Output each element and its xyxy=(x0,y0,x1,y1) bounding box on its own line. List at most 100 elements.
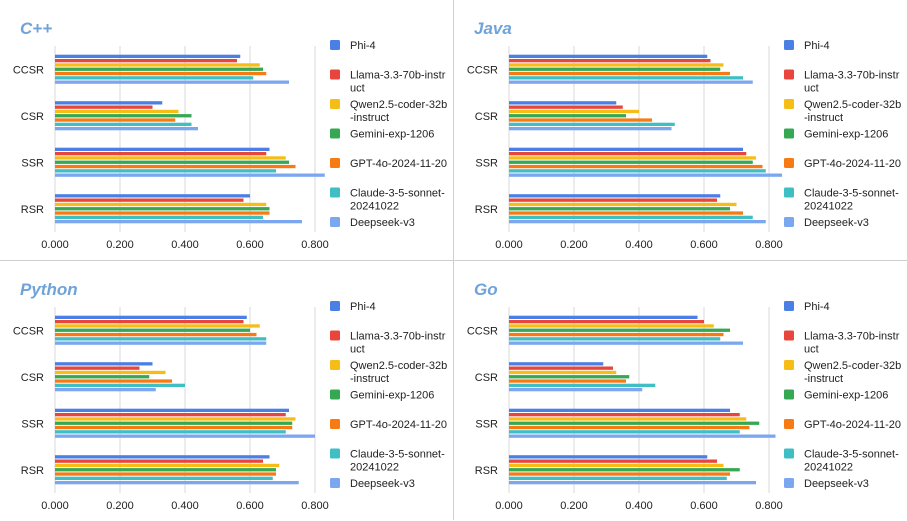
bar xyxy=(55,118,176,122)
x-tick-label: 0.600 xyxy=(690,500,718,512)
chart-title: Go xyxy=(474,280,498,299)
legend-swatch xyxy=(330,69,340,80)
bar xyxy=(55,332,257,337)
x-tick-label: 0.400 xyxy=(171,239,199,251)
legend-swatch xyxy=(330,128,340,139)
bar xyxy=(55,328,250,332)
bar xyxy=(509,328,730,332)
bar xyxy=(55,202,267,207)
bar xyxy=(509,105,623,109)
bar xyxy=(509,164,763,169)
bar xyxy=(55,164,296,169)
legend-swatch xyxy=(784,187,794,198)
bar xyxy=(55,375,150,379)
chart-svg: Java 0.000 0.200 0.400 0.600 0.800 CCSR CSR SSR R… xyxy=(467,19,901,251)
horizontal-divider xyxy=(0,260,907,261)
category-label: RSR xyxy=(21,465,44,477)
bar xyxy=(509,468,740,472)
bar xyxy=(55,430,286,434)
legend-swatch xyxy=(784,419,794,429)
bar xyxy=(509,332,724,337)
legend-swatch xyxy=(330,389,340,400)
bar xyxy=(55,472,276,476)
category-label: CSR xyxy=(475,372,498,384)
bar xyxy=(55,54,241,58)
legend-label: Gemini-exp-1206 xyxy=(350,390,434,402)
category-label: SSR xyxy=(21,157,44,169)
legend-swatch xyxy=(330,301,340,311)
bar xyxy=(509,421,760,425)
bar xyxy=(509,169,766,173)
bar xyxy=(55,370,166,375)
bar xyxy=(509,417,747,421)
chart-title: Python xyxy=(20,280,78,299)
bar xyxy=(55,67,263,71)
legend-label: Deepseek-v3 xyxy=(804,478,869,490)
chart-panel-go: Go 0.000 0.200 0.400 0.600 0.800 CCSR CSR SSR RSR… xyxy=(454,261,907,521)
legend-swatch xyxy=(330,478,340,488)
category-label: CCSR xyxy=(467,64,498,76)
bar xyxy=(509,109,639,114)
bar xyxy=(55,63,260,67)
legend-label: Llama-3.3-70b-instr uct xyxy=(350,331,446,356)
bar xyxy=(509,54,708,58)
legend-label: Phi-4 xyxy=(350,40,376,52)
legend-label: Phi-4 xyxy=(804,40,830,52)
bar xyxy=(55,76,254,80)
legend-swatch xyxy=(330,448,340,459)
bar xyxy=(509,379,626,383)
legend-label: Claude-3-5-sonnet-20241022 xyxy=(350,449,445,474)
bar xyxy=(509,315,698,319)
bar xyxy=(509,375,630,379)
bar xyxy=(55,152,267,156)
bar xyxy=(55,207,270,211)
category-label: CSR xyxy=(21,372,44,384)
bar xyxy=(509,147,743,151)
bar xyxy=(509,455,708,459)
bar xyxy=(509,67,721,71)
category-label: SSR xyxy=(21,418,44,430)
bar xyxy=(55,109,179,114)
category-label: CCSR xyxy=(467,325,498,337)
bar xyxy=(509,202,737,207)
bar xyxy=(509,173,782,177)
bar xyxy=(55,101,163,105)
legend-swatch xyxy=(784,389,794,400)
bar xyxy=(509,215,753,219)
bar xyxy=(55,198,244,202)
legend-label: Claude-3-5-sonnet-20241022 xyxy=(350,188,445,213)
legend-label: Qwen2.5-coder-32b -instruct xyxy=(350,99,447,124)
bar xyxy=(55,476,273,480)
bar xyxy=(55,169,276,173)
bar xyxy=(55,80,289,84)
bar xyxy=(55,379,172,383)
legend-swatch xyxy=(784,69,794,80)
bar xyxy=(509,320,704,324)
legend-swatch xyxy=(784,40,794,50)
chart-title: C++ xyxy=(20,19,52,38)
x-tick-label: 0.800 xyxy=(301,239,329,251)
chart-svg: Go 0.000 0.200 0.400 0.600 0.800 CCSR CSR SSR RSR… xyxy=(467,280,901,512)
legend-label: Deepseek-v3 xyxy=(350,217,415,229)
category-label: CCSR xyxy=(13,325,44,337)
legend-label: Llama-3.3-70b-instr uct xyxy=(804,331,900,356)
bar xyxy=(509,152,747,156)
legend-swatch xyxy=(330,187,340,198)
chart-panel-c-: C++ 0.000 0.200 0.400 0.600 0.800 CCSR CSR SSR RS… xyxy=(0,0,453,260)
x-tick-label: 0.200 xyxy=(106,500,134,512)
bar xyxy=(55,156,286,160)
bar xyxy=(509,425,750,430)
bar xyxy=(55,127,198,131)
bar xyxy=(55,59,237,63)
bar xyxy=(509,430,740,434)
x-tick-label: 0.800 xyxy=(755,500,783,512)
bar xyxy=(55,459,263,463)
legend-label: Qwen2.5-coder-32b -instruct xyxy=(804,360,901,385)
bar xyxy=(55,114,192,118)
category-label: RSR xyxy=(475,465,498,477)
bar xyxy=(55,417,296,421)
bar xyxy=(509,337,721,341)
legend-swatch xyxy=(784,99,794,109)
bar xyxy=(509,341,743,345)
